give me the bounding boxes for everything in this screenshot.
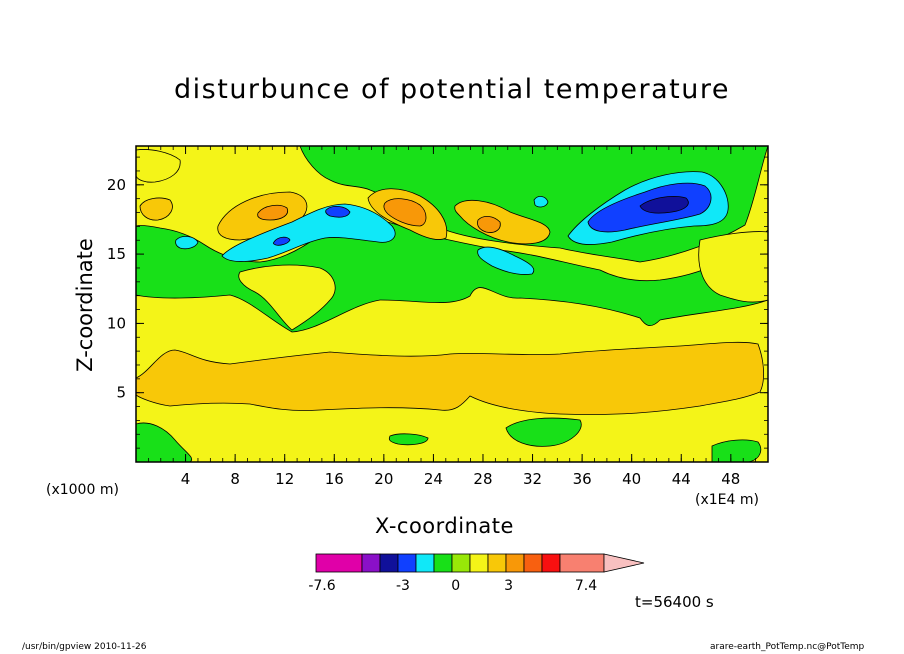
colorbar-segment: [361, 553, 381, 573]
orange-band: [136, 341, 764, 415]
cyan-small-34: [533, 196, 549, 208]
colorbar-tick-label: 3: [504, 578, 513, 594]
chart-title: disturbunce of potential temperature: [174, 74, 730, 105]
yellow-left-island: [136, 149, 181, 183]
blue-peak-13: [273, 236, 291, 246]
x-tick-label: 12: [275, 470, 294, 488]
plot-frame: [135, 145, 769, 463]
orange-blob-29: [454, 199, 551, 245]
green-lower-right: [505, 417, 582, 447]
cyan-region-29: [477, 246, 535, 275]
colorbar-arrow: [603, 553, 645, 573]
time-label: t=56400 s: [635, 593, 714, 611]
contour-field: [136, 146, 768, 462]
colorbar: -7.6 -3 0 3 7.4: [308, 553, 645, 594]
colorbar-segment: [523, 553, 543, 573]
x-tick-label: 28: [473, 470, 492, 488]
x-tick-label: 36: [573, 470, 592, 488]
y-tick-label: 10: [107, 314, 126, 332]
x-tick-label: 4: [181, 470, 191, 488]
orange-peak-22: [383, 198, 427, 227]
x-tick-label: 20: [374, 470, 393, 488]
x-tick-label: 8: [230, 470, 240, 488]
yellow-right-patch: [698, 231, 768, 303]
x-tick-label: 48: [721, 470, 740, 488]
x-tick-label: 32: [523, 470, 542, 488]
green-lower-right-2: [711, 439, 762, 462]
colorbar-segment: [451, 553, 471, 573]
y-tick-label: 5: [116, 384, 126, 402]
colorbar-segment: [379, 553, 399, 573]
x-axis-unit-left: (x1000 m): [46, 482, 119, 498]
blue-peak-16: [325, 206, 351, 218]
x-tick-label: 40: [622, 470, 641, 488]
navy-peak-43: [639, 196, 689, 214]
x-axis-label: X-coordinate: [375, 514, 514, 538]
colorbar-segment: [433, 553, 453, 573]
colorbar-segment: [415, 553, 435, 573]
x-axis-unit-right: (x1E4 m): [695, 492, 759, 508]
colorbar-tick-label: -3: [396, 578, 410, 594]
cyan-region-16: [221, 203, 396, 262]
colorbar-tick-label: 0: [451, 578, 460, 594]
cyan-left-blob: [175, 236, 199, 250]
x-tick-label: 16: [325, 470, 344, 488]
colorbar-segment: [397, 553, 417, 573]
colorbar-tick-label: 7.4: [575, 578, 597, 594]
colorbar-segment: [487, 553, 507, 573]
colorbar-tick-label: -7.6: [308, 578, 335, 594]
y-tick-label: 15: [107, 245, 126, 263]
green-lower-left: [136, 422, 192, 462]
orange-peak-12: [257, 204, 289, 221]
colorbar-segment: [541, 553, 561, 573]
x-tick-label: 44: [672, 470, 691, 488]
orange-blob-left: [139, 197, 173, 221]
colorbar-segment: [559, 553, 605, 573]
colorbar-segment: [505, 553, 525, 573]
footer-left: /usr/bin/gpview 2010-11-26: [22, 642, 147, 652]
footer-right: arare-earth_PotTemp.nc@PotTemp: [710, 642, 865, 652]
orange-peak-29: [477, 216, 501, 233]
colorbar-segment: [469, 553, 489, 573]
y-tick-label: 20: [107, 176, 126, 194]
x-tick-label: 24: [424, 470, 443, 488]
green-lower-mid: [388, 433, 429, 446]
yellow-upper-island-2: [238, 264, 336, 331]
colorbar-segment: [315, 553, 363, 573]
